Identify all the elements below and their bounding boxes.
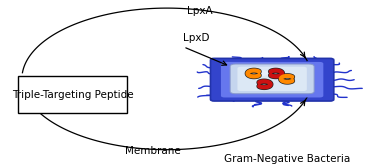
Text: Gram-Negative Bacteria: Gram-Negative Bacteria bbox=[223, 155, 350, 165]
Ellipse shape bbox=[247, 70, 268, 76]
FancyBboxPatch shape bbox=[221, 62, 323, 97]
Text: Triple-Targeting Peptide: Triple-Targeting Peptide bbox=[12, 89, 133, 100]
FancyBboxPatch shape bbox=[18, 76, 127, 113]
Text: LpxD: LpxD bbox=[183, 34, 210, 43]
FancyBboxPatch shape bbox=[237, 67, 307, 91]
FancyBboxPatch shape bbox=[211, 58, 334, 101]
Text: Membrane: Membrane bbox=[125, 146, 180, 156]
Text: LpxA: LpxA bbox=[187, 6, 212, 16]
FancyBboxPatch shape bbox=[230, 64, 314, 94]
